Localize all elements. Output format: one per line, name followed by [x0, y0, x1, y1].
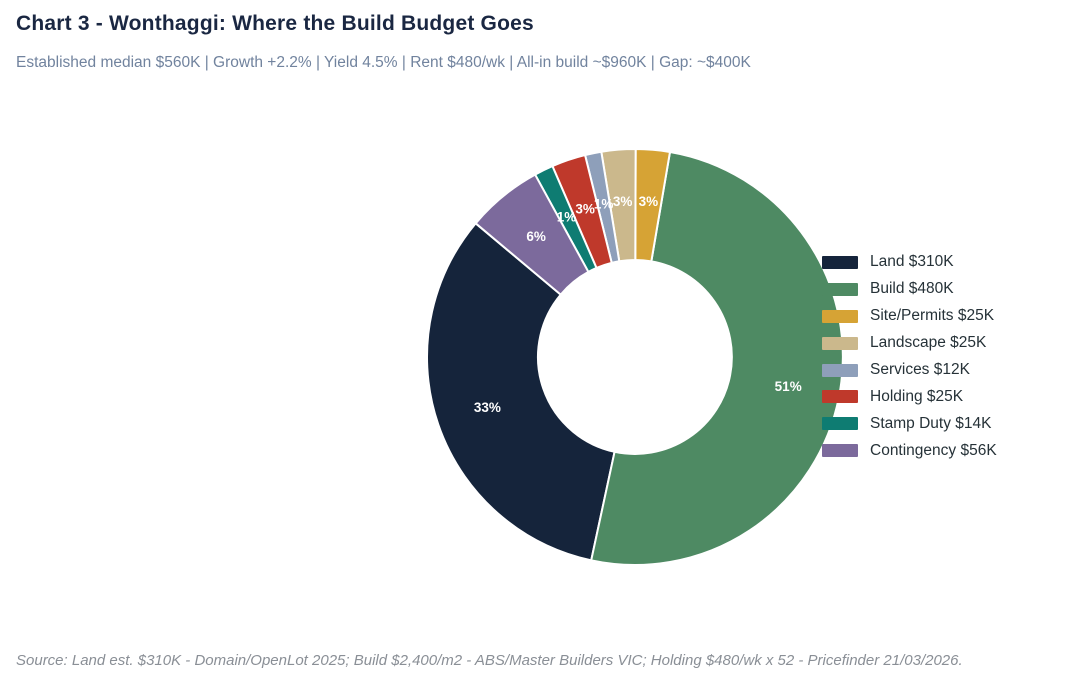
percent-label: 1%	[557, 209, 577, 224]
legend-swatch	[822, 363, 858, 377]
legend-label: Services $12K	[870, 361, 970, 378]
chart-subtitle: Established median $560K | Growth +2.2% …	[16, 54, 751, 71]
legend-swatch	[822, 255, 858, 269]
percent-label: 3%	[639, 194, 659, 209]
donut-chart-area: 33% 51% 3% 3% 1% 3% 1% 6% Land $310K Build $480K…	[0, 90, 1065, 630]
legend-swatch	[822, 444, 858, 458]
percent-label: 1%	[594, 197, 614, 212]
donut-chart: 33%51%3%3%1%3%1%6%	[426, 147, 844, 566]
legend-item: Build $480K	[822, 276, 997, 303]
legend-item: Contingency $56K	[822, 437, 997, 464]
legend-swatch	[822, 336, 858, 350]
legend-swatch	[822, 390, 858, 404]
percent-label: 33%	[474, 400, 501, 415]
percent-label: 3%	[613, 194, 633, 209]
legend-label: Holding $25K	[870, 387, 964, 405]
percent-label: 6%	[526, 229, 546, 244]
pie-slice-build-k	[590, 150, 844, 566]
chart-title: Chart 3 - Wonthaggi: Where the Build Bud…	[16, 12, 534, 35]
legend-swatch	[822, 309, 858, 323]
percent-label: 3%	[575, 202, 595, 217]
legend-label: Build $480K	[870, 280, 954, 298]
source-note: Source: Land est. $310K - Domain/OpenLot…	[16, 652, 963, 669]
legend-label: Contingency $56K	[870, 441, 997, 459]
legend-item: Land $310K	[822, 249, 997, 276]
legend-item: Holding $25K	[822, 383, 997, 410]
legend-item: Stamp Duty $14K	[822, 410, 997, 437]
legend-swatch	[822, 417, 858, 431]
legend-label: Land $310K	[870, 253, 954, 271]
pie-slice-contingency-k	[474, 173, 590, 296]
chart-legend: Land $310K Build $480K Site/Permits $25K La…	[822, 249, 997, 464]
legend-label: Site/Permits $25K	[870, 307, 995, 325]
percent-label: 51%	[775, 379, 802, 394]
legend-item: Landscape $25K	[822, 330, 997, 357]
pie-slice-land-k	[426, 222, 616, 562]
legend-item: Site/Permits $25K	[822, 303, 997, 330]
legend-label: Stamp Duty $14K	[870, 414, 992, 432]
legend-swatch	[822, 282, 858, 296]
legend-item: Services $12K	[822, 357, 997, 384]
legend-label: Landscape $25K	[870, 334, 987, 352]
